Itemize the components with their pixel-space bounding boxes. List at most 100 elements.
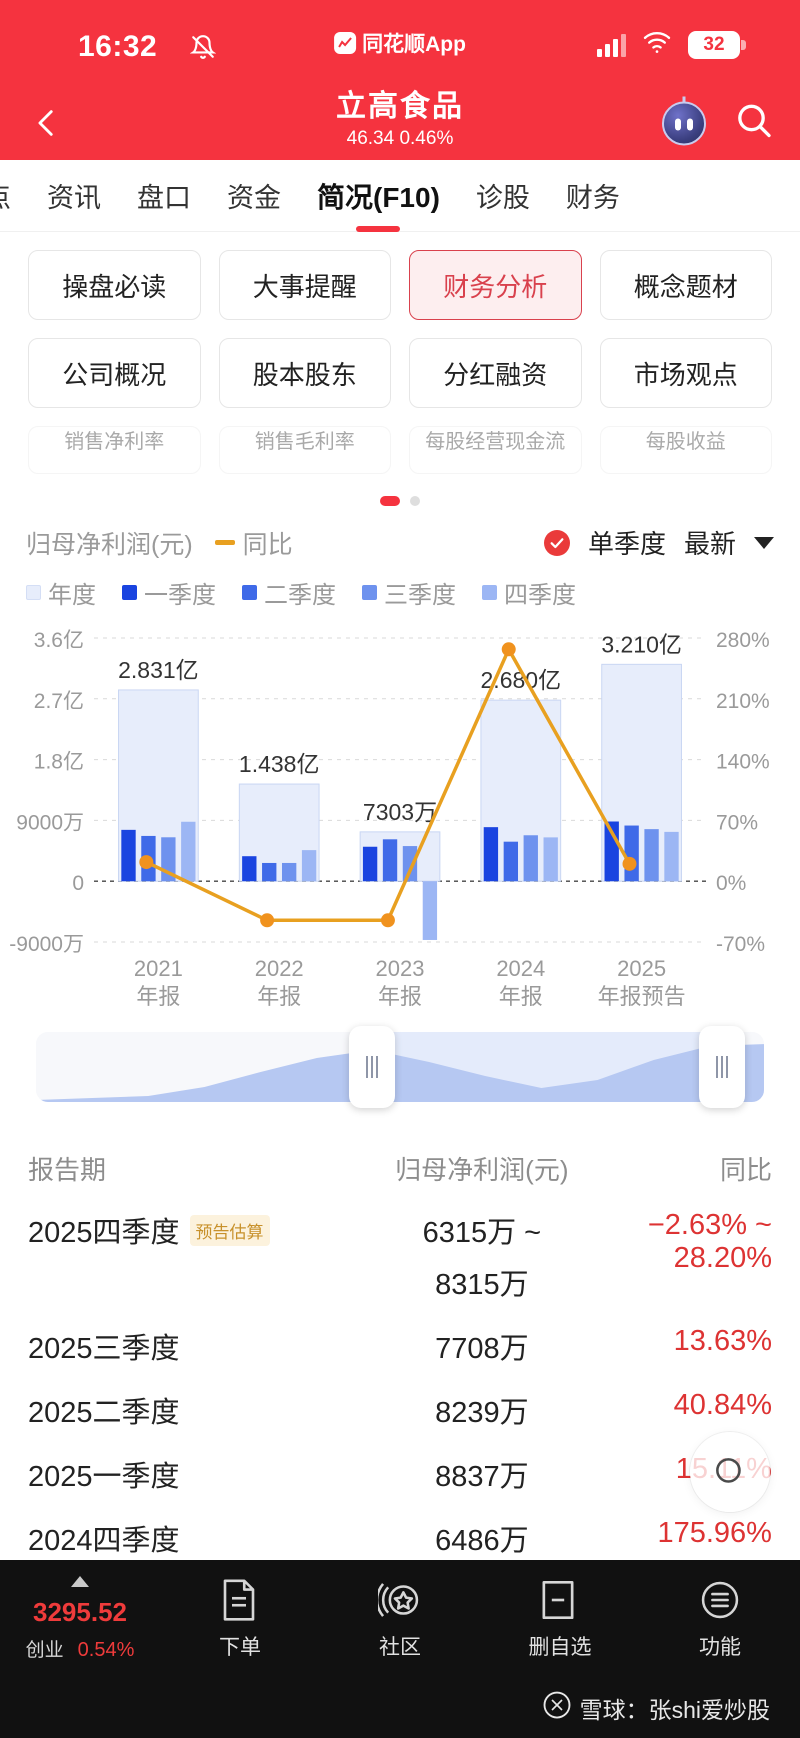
check-circle-icon[interactable] bbox=[543, 529, 570, 556]
svg-text:280%: 280% bbox=[716, 629, 770, 652]
row-profit-value: 6315万 ~ bbox=[422, 1217, 542, 1249]
bottom-label-order: 下单 bbox=[219, 1636, 261, 1659]
chip-gainian-ticai[interactable]: 概念题材 bbox=[599, 250, 772, 320]
bottom-item-functions[interactable]: 功能 bbox=[640, 1577, 800, 1661]
nav-title-block: 立高食品 46.34 0.46% bbox=[336, 88, 464, 152]
svg-text:140%: 140% bbox=[716, 751, 770, 774]
zoom-handle-left[interactable] bbox=[348, 1026, 395, 1108]
legend-item-q1[interactable]: 一季度 bbox=[122, 575, 216, 610]
chip-xiaoshou-maolilv[interactable]: 销售毛利率 bbox=[218, 426, 391, 474]
chip-meigu-shouyi[interactable]: 每股收益 bbox=[599, 426, 772, 474]
quick-links-row-1: 操盘必读 大事提醒 财务分析 概念题材 bbox=[28, 250, 772, 320]
zoom-handle-right[interactable] bbox=[699, 1026, 746, 1108]
chip-shichang-guandian[interactable]: 市场观点 bbox=[599, 338, 772, 408]
document-order-icon bbox=[218, 1577, 262, 1623]
tab-6[interactable]: 财务 bbox=[565, 183, 620, 213]
app-name-badge: 同花顺App bbox=[334, 28, 466, 58]
community-star-icon bbox=[375, 1577, 422, 1623]
row-profit-cell: 8239万 bbox=[435, 1397, 529, 1429]
line-legend-label: 同比 bbox=[242, 530, 293, 559]
svg-text:年报: 年报 bbox=[499, 984, 543, 1009]
legend-item-annual[interactable]: 年度 bbox=[26, 575, 96, 610]
svg-text:70%: 70% bbox=[716, 811, 758, 834]
circle-search-icon[interactable] bbox=[690, 1432, 770, 1512]
forecast-badge: 预告估算 bbox=[189, 1214, 270, 1246]
chart-zoom-slider[interactable] bbox=[36, 1026, 764, 1108]
bottom-index-widget[interactable]: 3295.52 创业 0.54% bbox=[0, 1576, 160, 1662]
table-row[interactable]: 2024四季度 6486万 175.96% bbox=[28, 1495, 772, 1559]
legend-item-q4[interactable]: 四季度 bbox=[482, 575, 576, 610]
bottom-label-remove-watchlist: 删自选 bbox=[528, 1636, 592, 1659]
chip-xiaoshou-jinglilv[interactable]: 销售净利率 bbox=[28, 426, 201, 474]
bottom-item-remove-watchlist[interactable]: 删自选 bbox=[480, 1577, 640, 1661]
chip-guben-gudong[interactable]: 股本股东 bbox=[218, 338, 391, 408]
quick-links-row-3-clipped: 销售净利率 销售毛利率 每股经营现金流 每股收益 bbox=[28, 426, 772, 474]
nav-actions bbox=[662, 96, 774, 146]
wifi-icon bbox=[642, 30, 672, 59]
legend-label-q1: 一季度 bbox=[144, 582, 216, 609]
row-profit-value-2: 8315万 bbox=[435, 1269, 529, 1301]
quarter-legend: 年度 一季度 二季度 三季度 四季度 bbox=[0, 561, 800, 610]
legend-item-q2[interactable]: 二季度 bbox=[242, 575, 336, 610]
earnings-table: 报告期 归母净利润(元) 同比 2025四季度 预告估算 6315万 ~ 831… bbox=[0, 1128, 800, 1559]
table-row[interactable]: 2025一季度 8837万 15.11% bbox=[28, 1431, 772, 1495]
index-name: 创业 bbox=[25, 1640, 64, 1661]
xueqiu-icon bbox=[542, 1690, 572, 1726]
single-quarter-toggle-label[interactable]: 单季度 bbox=[587, 529, 666, 559]
chip-dashi-tixing[interactable]: 大事提醒 bbox=[218, 250, 391, 320]
chip-fenhong-rongzi[interactable]: 分红融资 bbox=[409, 338, 582, 408]
svg-text:2021: 2021 bbox=[134, 956, 183, 981]
bottom-item-community[interactable]: 社区 bbox=[320, 1577, 480, 1661]
row-period-cell: 2025一季度 bbox=[28, 1453, 355, 1495]
svg-text:0%: 0% bbox=[716, 872, 746, 895]
carousel-pager[interactable] bbox=[0, 496, 800, 506]
svg-text:2.7亿: 2.7亿 bbox=[34, 690, 84, 713]
bottom-item-order[interactable]: 下单 bbox=[160, 1577, 320, 1661]
period-select-value[interactable]: 最新 bbox=[683, 529, 736, 559]
profit-chart[interactable]: 3.6亿 280% 2.7亿 210% 1.8亿 140% 9000万 70% 0 0% -9000… bbox=[0, 620, 800, 1020]
up-arrow-icon bbox=[71, 1576, 89, 1587]
bell-muted-icon bbox=[189, 34, 217, 60]
chart-line-legend[interactable]: 同比 bbox=[214, 525, 293, 561]
header-period: 报告期 bbox=[28, 1155, 107, 1185]
pager-dot-2[interactable] bbox=[410, 496, 420, 506]
chip-caopan-bidu[interactable]: 操盘必读 bbox=[28, 250, 201, 320]
chevron-down-icon[interactable] bbox=[754, 536, 774, 549]
table-row[interactable]: 2025四季度 预告估算 6315万 ~ 8315万 −2.63% ~ 28.2… bbox=[28, 1187, 772, 1303]
tab-0[interactable]: 点 bbox=[0, 176, 29, 215]
tab-f10-active[interactable]: 简况(F10) bbox=[299, 176, 458, 216]
index-value: 3295.52 bbox=[33, 1597, 127, 1627]
table-header-row: 报告期 归母净利润(元) 同比 bbox=[28, 1128, 772, 1187]
bottom-label-community: 社区 bbox=[379, 1636, 421, 1659]
svg-text:-70%: -70% bbox=[716, 933, 765, 956]
chip-gongsi-gaikuang[interactable]: 公司概况 bbox=[28, 338, 201, 408]
table-row[interactable]: 2025三季度 7708万 13.63% bbox=[28, 1303, 772, 1367]
chip-caiwu-fenxi[interactable]: 财务分析 bbox=[409, 250, 582, 320]
legend-swatch-q4 bbox=[482, 585, 497, 600]
robot-assistant-icon[interactable] bbox=[662, 96, 706, 145]
battery-indicator: 32 bbox=[688, 30, 746, 59]
row-period-label: 2025一季度 bbox=[28, 1461, 180, 1493]
tab-1[interactable]: 资讯 bbox=[47, 183, 101, 213]
tab-5[interactable]: 诊股 bbox=[475, 183, 530, 213]
chip-meigu-jingying-xianjinliu[interactable]: 每股经营现金流 bbox=[409, 426, 582, 474]
index-change: 0.54% bbox=[77, 1639, 135, 1661]
search-icon[interactable] bbox=[734, 101, 774, 146]
row-period-label: 2025二季度 bbox=[28, 1397, 180, 1429]
row-period-cell: 2025三季度 bbox=[28, 1325, 355, 1367]
section-tabs[interactable]: 点 资讯 盘口 资金 简况(F10) 诊股 财务 bbox=[0, 160, 800, 232]
pager-dot-1[interactable] bbox=[380, 496, 400, 506]
tab-3[interactable]: 资金 bbox=[227, 183, 281, 213]
table-row[interactable]: 2025二季度 8239万 40.84% bbox=[28, 1367, 772, 1431]
status-bar: 16:32 同花顺App 32 bbox=[0, 0, 800, 86]
legend-item-q3[interactable]: 三季度 bbox=[362, 575, 456, 610]
tab-2[interactable]: 盘口 bbox=[137, 183, 191, 213]
back-chevron-icon[interactable] bbox=[30, 106, 64, 140]
chart-controls: 单季度 最新 bbox=[543, 524, 774, 561]
battery-level: 32 bbox=[703, 33, 725, 55]
header-change: 同比 bbox=[719, 1155, 772, 1185]
legend-swatch-q3 bbox=[362, 585, 377, 600]
watermark: 雪球：张shi爱炒股 bbox=[542, 1690, 770, 1726]
legend-label-q2: 二季度 bbox=[264, 582, 336, 609]
